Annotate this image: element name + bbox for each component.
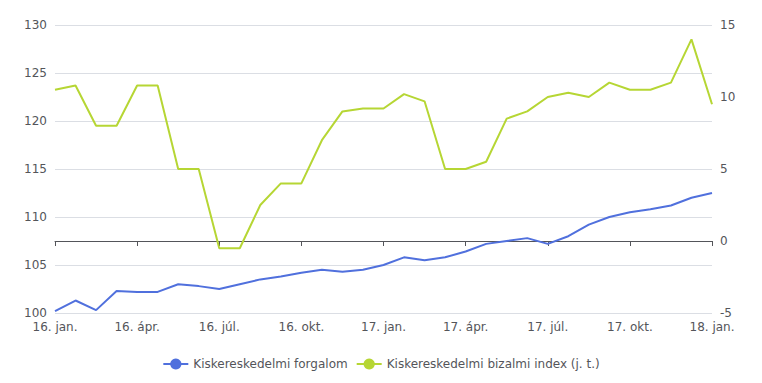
svg-text:16. ápr.: 16. ápr. xyxy=(114,320,160,334)
svg-text:18. jan.: 18. jan. xyxy=(689,320,734,334)
svg-text:16. okt.: 16. okt. xyxy=(279,320,325,334)
svg-text:125: 125 xyxy=(24,66,47,80)
svg-text:120: 120 xyxy=(24,114,47,128)
svg-text:105: 105 xyxy=(24,258,47,272)
svg-text:Kiskereskedelmi bizalmi index: Kiskereskedelmi bizalmi index (j. t.) xyxy=(387,357,600,371)
svg-text:16. jan.: 16. jan. xyxy=(32,320,77,334)
svg-text:130: 130 xyxy=(24,18,47,32)
svg-text:-5: -5 xyxy=(720,306,732,320)
svg-text:0: 0 xyxy=(720,234,728,248)
svg-text:16. júl.: 16. júl. xyxy=(199,320,240,334)
svg-text:17. jan.: 17. jan. xyxy=(361,320,406,334)
svg-text:10: 10 xyxy=(720,90,735,104)
svg-text:17. ápr.: 17. ápr. xyxy=(443,320,489,334)
svg-text:17. okt.: 17. okt. xyxy=(607,320,653,334)
svg-text:115: 115 xyxy=(24,162,47,176)
svg-text:15: 15 xyxy=(720,18,735,32)
svg-text:Kiskereskedelmi forgalom: Kiskereskedelmi forgalom xyxy=(193,357,347,371)
svg-text:17. júl.: 17. júl. xyxy=(527,320,568,334)
svg-text:100: 100 xyxy=(24,306,47,320)
svg-text:110: 110 xyxy=(24,210,47,224)
svg-text:5: 5 xyxy=(720,162,728,176)
